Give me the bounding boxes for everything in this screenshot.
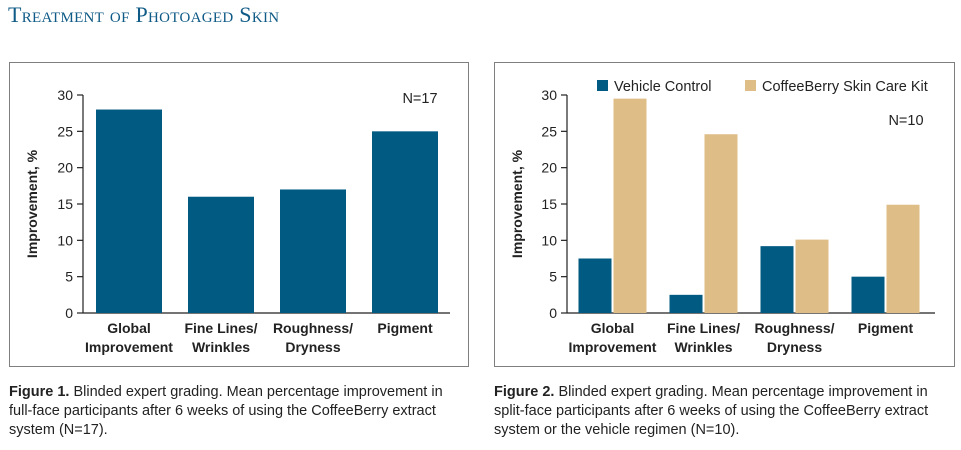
fig1-category-label: Fine Lines/ (184, 320, 257, 336)
fig1-category-label: Pigment (377, 320, 433, 336)
figure-1-caption: Figure 1. Blinded expert grading. Mean p… (9, 383, 469, 440)
figure-2-caption-text: Blinded expert grading. Mean percentage … (494, 384, 929, 438)
fig1-y-tick-label: 10 (57, 232, 73, 248)
fig1-category-label: Roughness/ (273, 320, 353, 336)
fig1-category-label: Wrinkles (192, 339, 250, 355)
fig2-y-tick-label: 30 (541, 87, 557, 103)
figure-2-panel: 0 5 10 15 20 25 30 Improvement, % Global Improvem… (494, 62, 955, 367)
fig2-category-label: Fine Lines/ (667, 320, 740, 336)
fig2-category-label: Wrinkles (674, 339, 732, 355)
fig2-bar (886, 204, 920, 313)
fig2-legend-swatch (745, 80, 756, 91)
figure-2-caption: Figure 2. Blinded expert grading. Mean p… (494, 383, 956, 440)
fig2-legend-label: Vehicle Control (614, 79, 712, 95)
fig2-y-axis-label: Improvement, % (509, 149, 525, 258)
figure-1-panel: 0 5 10 15 20 25 30 Improvement, % Global Improvem… (9, 62, 469, 367)
fig2-bar (578, 258, 612, 313)
fig2-legend-label: CoffeeBerry Skin Care Kit (762, 79, 928, 95)
fig2-bar (760, 246, 794, 313)
fig2-legend-swatch (597, 80, 608, 91)
fig1-category-label: Global (107, 320, 151, 336)
fig2-category-label: Pigment (858, 320, 914, 336)
fig1-y-tick-label: 15 (57, 196, 73, 212)
fig2-y-tick-label: 5 (549, 269, 557, 285)
fig1-bar (96, 109, 162, 314)
fig1-bar (280, 189, 346, 313)
fig2-bar (795, 239, 829, 313)
fig1-category-label: Improvement (85, 339, 173, 355)
fig2-y-tick-label: 20 (541, 160, 557, 176)
fig1-y-tick-label: 5 (65, 269, 73, 285)
fig1-n-annotation: N=17 (402, 91, 437, 107)
fig1-y-tick-label: 0 (65, 305, 73, 321)
figure-2-caption-label: Figure 2. (494, 384, 555, 400)
fig2-bar (704, 134, 738, 313)
fig2-n-annotation: N=10 (888, 113, 923, 129)
figure-1-caption-label: Figure 1. (9, 384, 70, 400)
figure-1-chart: 0 5 10 15 20 25 30 Improvement, % Global Improvem… (24, 87, 450, 355)
fig1-y-tick-label: 30 (57, 87, 73, 103)
fig1-bar (372, 131, 438, 313)
figure-2-chart: 0 5 10 15 20 25 30 Improvement, % Global Improvem… (509, 79, 935, 355)
fig2-category-label: Improvement (569, 339, 657, 355)
fig1-bar (188, 196, 254, 313)
fig2-bar (669, 294, 703, 313)
fig1-category-label: Dryness (285, 339, 340, 355)
fig2-bar (613, 98, 647, 313)
fig2-y-tick-label: 0 (549, 305, 557, 321)
fig2-category-label: Dryness (767, 339, 822, 355)
fig2-y-tick-label: 10 (541, 232, 557, 248)
page-title: Treatment of Photoaged Skin (8, 2, 280, 27)
fig1-y-axis-label: Improvement, % (24, 149, 40, 258)
fig1-y-tick-label: 20 (57, 160, 73, 176)
fig2-bar (851, 276, 885, 313)
fig2-y-tick-label: 25 (541, 123, 557, 139)
fig1-y-tick-label: 25 (57, 123, 73, 139)
fig2-category-label: Global (591, 320, 635, 336)
fig2-category-label: Roughness/ (754, 320, 834, 336)
figure-1-caption-text: Blinded expert grading. Mean percentage … (9, 384, 443, 438)
fig2-y-tick-label: 15 (541, 196, 557, 212)
